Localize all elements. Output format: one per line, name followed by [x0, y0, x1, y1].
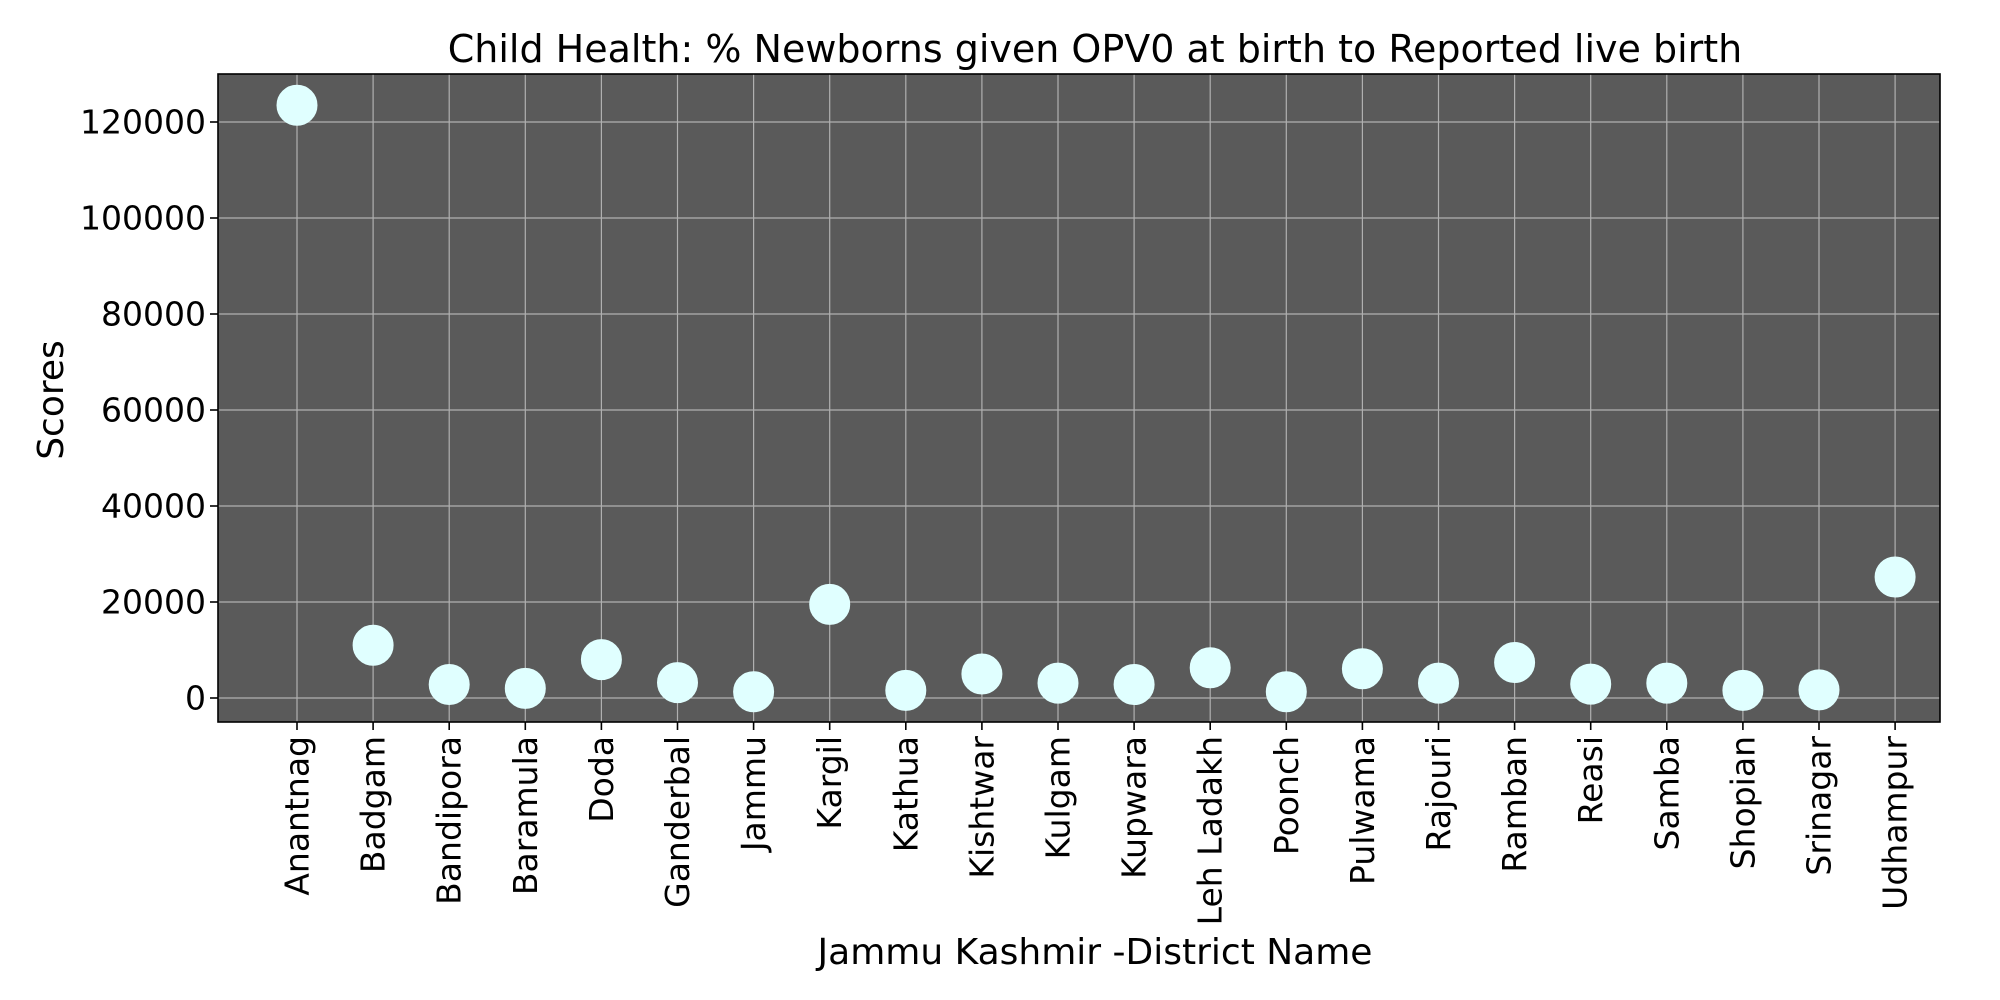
data-point-kupwara — [1113, 664, 1155, 706]
y-tick-label: 20000 — [101, 583, 206, 622]
y-tick-label: 80000 — [101, 295, 206, 334]
x-tick-label: Badgam — [354, 736, 393, 873]
data-point-poonch — [1265, 671, 1307, 713]
x-tick-label: Kathua — [886, 736, 925, 852]
x-tick-label: Kargil — [810, 736, 849, 830]
data-point-doda — [580, 639, 622, 681]
x-tick-label: Udhampur — [1876, 736, 1915, 910]
x-tick-label: Ramban — [1495, 736, 1534, 873]
x-tick-label: Baramula — [506, 736, 545, 895]
x-axis-label: Jammu Kashmir -District Name — [816, 932, 1373, 973]
data-point-rajouri — [1418, 662, 1459, 704]
x-tick-label: Bandipora — [430, 736, 469, 905]
x-tick-label: Jammu — [734, 736, 773, 853]
data-point-kathua — [885, 669, 927, 711]
data-point-bandipora — [428, 664, 470, 706]
y-tick-label: 0 — [185, 679, 206, 718]
x-tick-label: Kupwara — [1115, 736, 1154, 879]
data-point-pulwama — [1341, 648, 1383, 690]
y-tick-label: 100000 — [80, 199, 206, 238]
x-tick-label: Rajouri — [1419, 736, 1458, 851]
x-tick-label: Samba — [1647, 736, 1686, 851]
data-point-kishtwar — [961, 653, 1003, 695]
data-point-kulgam — [1037, 662, 1079, 704]
data-point-jammu — [733, 671, 775, 713]
x-tick-label: Kishtwar — [962, 736, 1001, 879]
x-tick-label: Anantnag — [278, 736, 317, 896]
y-tick-label: 60000 — [101, 391, 206, 430]
data-point-badgam — [352, 624, 394, 666]
x-tick-label: Kulgam — [1039, 736, 1078, 859]
data-point-shopian — [1722, 669, 1764, 711]
data-point-anantnag — [276, 84, 318, 126]
y-tick-label: 40000 — [101, 487, 206, 526]
y-axis-label: Scores — [31, 340, 72, 460]
axis-ticks: Anantnag Badgam Bandipora Baramula Doda Gande… — [80, 73, 1941, 925]
x-tick-label: Reasi — [1571, 736, 1610, 824]
data-point-baramula — [504, 667, 546, 709]
chart-title: Child Health: % Newborns given OPV0 at b… — [448, 27, 1743, 71]
y-tick-label: 120000 — [80, 103, 206, 142]
plot-area — [218, 74, 1940, 722]
data-point-srinagar — [1798, 669, 1840, 711]
data-point-ganderbal — [657, 662, 698, 704]
x-tick-label: Poonch — [1267, 736, 1306, 855]
data-point-udhampur — [1874, 556, 1916, 598]
data-point-kargil — [809, 583, 851, 625]
x-tick-label: Doda — [582, 736, 621, 823]
data-point-reasi — [1570, 663, 1612, 705]
data-points — [276, 84, 1916, 713]
x-tick-label: Shopian — [1723, 736, 1762, 869]
x-tick-label: Srinagar — [1800, 736, 1839, 876]
plot-frame — [217, 73, 1941, 723]
data-point-ramban — [1494, 641, 1536, 683]
x-tick-label: Pulwama — [1343, 736, 1382, 885]
x-tick-label: Leh Ladakh — [1191, 736, 1230, 925]
data-point-leh-ladakh — [1189, 647, 1231, 689]
data-point-samba — [1646, 662, 1688, 704]
x-tick-label: Ganderbal — [658, 736, 697, 908]
